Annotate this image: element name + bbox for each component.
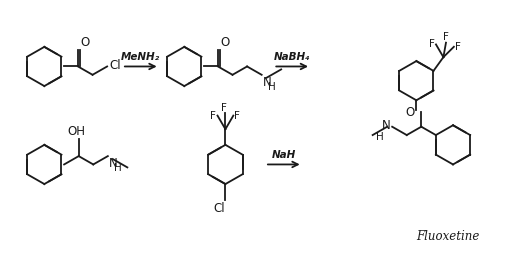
- Text: Fluoxetine: Fluoxetine: [417, 230, 480, 243]
- Text: Cl: Cl: [109, 59, 121, 72]
- Text: N: N: [382, 119, 390, 132]
- Text: Cl: Cl: [214, 202, 225, 215]
- Text: F: F: [220, 103, 226, 112]
- Text: N: N: [109, 157, 118, 170]
- Text: F: F: [455, 42, 461, 52]
- Text: H: H: [376, 132, 383, 142]
- Text: F: F: [210, 111, 216, 121]
- Text: N: N: [263, 76, 271, 89]
- Text: O: O: [405, 106, 414, 119]
- Text: H: H: [114, 163, 121, 173]
- Text: F: F: [429, 39, 435, 50]
- Text: F: F: [443, 32, 449, 42]
- Text: O: O: [220, 36, 229, 49]
- Text: NaBH₄: NaBH₄: [274, 52, 311, 62]
- Text: MeNH₂: MeNH₂: [121, 52, 160, 62]
- Text: O: O: [80, 36, 89, 49]
- Text: OH: OH: [68, 125, 86, 139]
- Text: NaH: NaH: [272, 150, 296, 160]
- Text: H: H: [268, 82, 275, 92]
- Text: F: F: [234, 111, 240, 121]
